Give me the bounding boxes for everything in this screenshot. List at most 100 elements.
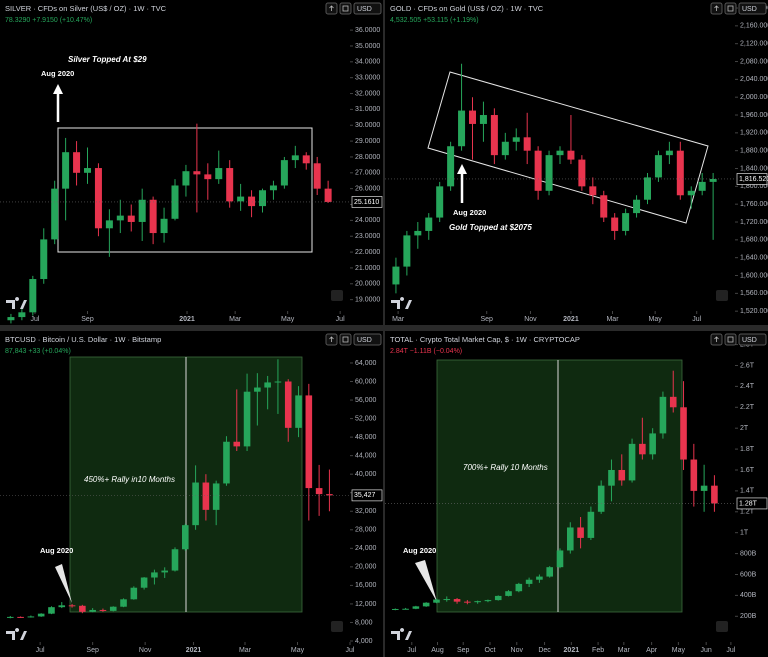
candle-body <box>443 599 451 601</box>
y-tick-label: 24,000 <box>355 545 377 552</box>
arrow-head <box>457 164 467 174</box>
candle-body <box>447 146 455 187</box>
candle-body <box>608 469 615 486</box>
annotation: Silver Topped At $29 <box>68 55 147 64</box>
annotation: Aug 2020 <box>453 208 486 217</box>
y-tick-label: 26.0000 <box>355 186 380 193</box>
x-tick-label: Feb <box>592 647 604 654</box>
candle-body <box>73 152 81 173</box>
y-tick-label: 200B <box>740 613 757 620</box>
candle-body <box>512 137 520 142</box>
y-tick-label: 34.0000 <box>355 59 380 66</box>
candle-body <box>326 494 333 496</box>
candle-body <box>469 110 476 124</box>
candle-body <box>138 199 146 222</box>
last-price-box <box>736 173 768 185</box>
candle-body <box>27 616 35 618</box>
icon <box>727 336 734 343</box>
y-tick-label: 2T <box>740 425 749 432</box>
candle-body <box>611 217 619 231</box>
arrow-head <box>53 84 63 94</box>
candle-body <box>501 141 509 156</box>
candle-body <box>226 168 234 202</box>
y-tick-label: 1,680.000 <box>740 237 768 244</box>
candle-body <box>525 579 533 584</box>
last-price-box <box>351 196 383 208</box>
y-tick-label: 40,000 <box>355 471 377 478</box>
candle-body <box>29 279 37 313</box>
icon <box>329 5 334 11</box>
y-tick-label: 2,040.000 <box>740 76 768 83</box>
candle-body <box>99 609 107 611</box>
y-tick-label: 32,000 <box>355 508 377 515</box>
y-tick-label: 44,000 <box>355 452 377 459</box>
x-tick-label: 2021 <box>179 316 195 323</box>
x-tick-label: Oct <box>485 647 496 654</box>
x-tick-label: May <box>649 316 663 323</box>
x-tick-label: Dec <box>538 647 551 654</box>
candle-body <box>711 485 718 504</box>
panel: Silver Topped At $29 Aug 2020 19.0000 20.… <box>0 0 383 325</box>
candle-body <box>254 387 261 392</box>
y-tick-label: 600B <box>740 571 757 578</box>
annotation: 450%+ Rally in10 Months <box>84 475 175 484</box>
candle-body <box>204 174 212 180</box>
y-tick-label: 1T <box>740 530 749 537</box>
candle-body <box>302 155 310 164</box>
candle-body <box>182 525 189 550</box>
candle-body <box>127 215 135 222</box>
arrow <box>55 564 72 603</box>
candle-body <box>622 213 630 231</box>
y-tick-label: 1,560.000 <box>740 290 768 297</box>
candle-body <box>676 150 684 196</box>
chart-subtitle: 87,843 +33 (+0.04%) <box>5 348 71 355</box>
annotation: Aug 2020 <box>403 546 436 555</box>
candle-body <box>474 601 481 603</box>
candle-body <box>505 591 512 596</box>
candle-body <box>116 215 124 221</box>
panel: 700%+ Rally 10 Months Aug 2020 200B 400B 6… <box>385 331 768 657</box>
x-tick-label: Sep <box>81 316 94 323</box>
candle-body <box>269 185 277 191</box>
panel-bg <box>0 0 383 325</box>
candle-body <box>546 567 553 577</box>
chart-subtitle: 4,532.505 +53.115 (+1.19%) <box>390 17 479 24</box>
candle-body <box>37 613 45 617</box>
candle-body <box>130 587 138 600</box>
currency: USD <box>742 6 757 13</box>
candle-body <box>151 572 158 578</box>
toolbar-button <box>724 2 737 15</box>
icon <box>329 336 334 342</box>
candle-body <box>654 155 662 178</box>
candle-body <box>7 616 14 618</box>
last-price-label: 25.1610 <box>354 199 379 206</box>
panel-bg <box>385 0 768 325</box>
candle-body <box>536 576 543 580</box>
y-tick-label: 48,000 <box>355 434 377 441</box>
y-tick-label: 56,000 <box>355 397 377 404</box>
candle-body <box>494 595 502 601</box>
last-price-box <box>736 497 768 510</box>
x-tick-label: Nov <box>511 647 524 654</box>
y-tick-label: 1,840.000 <box>740 165 768 172</box>
y-tick-label: 1.8T <box>740 446 755 453</box>
arrow <box>415 560 437 602</box>
y-tick-label: 8,000 <box>355 619 373 626</box>
y-tick-label: 2.2T <box>740 404 755 411</box>
toolbar-button <box>339 333 352 346</box>
candle-body <box>649 433 656 455</box>
candle-body <box>618 469 626 481</box>
y-tick-label: 36.0000 <box>355 27 380 34</box>
x-tick-label: Nov <box>139 647 152 654</box>
x-tick-label: Jul <box>31 316 40 323</box>
y-tick-label: 22.0000 <box>355 249 380 256</box>
channel <box>427 71 709 224</box>
y-tick-label: 2,080.000 <box>740 58 768 65</box>
y-tick-label: 1.2T <box>740 509 755 516</box>
x-tick-label: Mar <box>392 316 405 323</box>
candle-body <box>223 441 230 484</box>
y-tick-label: 20,000 <box>355 564 377 571</box>
candle-body <box>523 137 531 151</box>
tv-logo <box>391 297 412 309</box>
y-tick-label: 28.0000 <box>355 154 380 161</box>
